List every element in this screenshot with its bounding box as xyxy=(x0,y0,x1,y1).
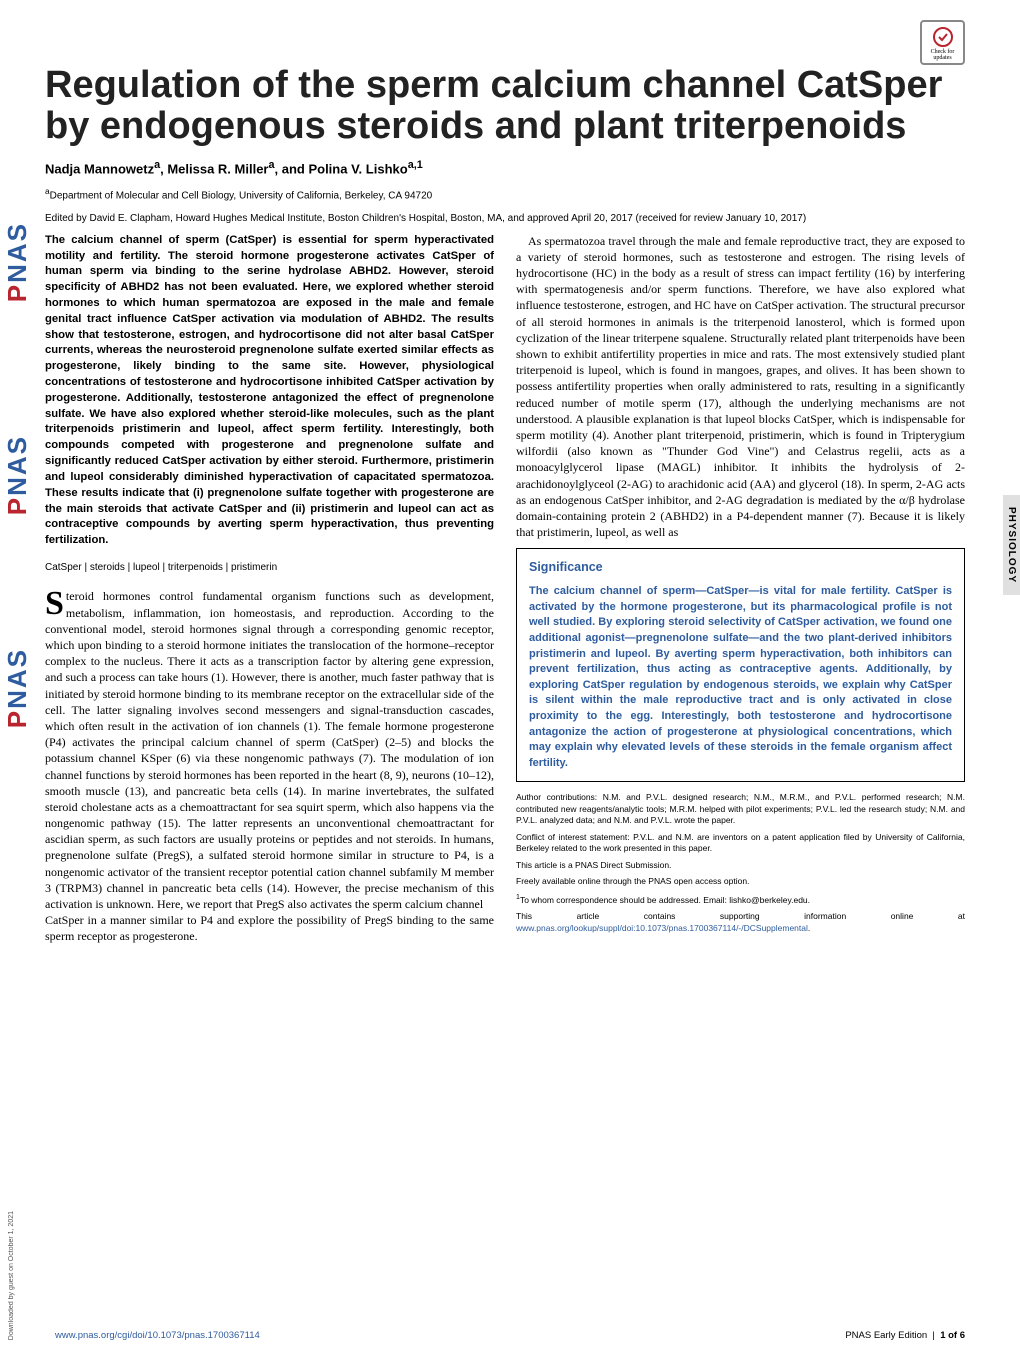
footnote-supporting: This article contains supporting informa… xyxy=(516,911,965,934)
page-footer: www.pnas.org/cgi/doi/10.1073/pnas.170036… xyxy=(55,1330,965,1341)
download-note: Downloaded by guest on October 1, 2021 xyxy=(8,1211,15,1340)
abstract-text: The calcium channel of sperm (CatSper) i… xyxy=(45,233,494,549)
affiliation: aDepartment of Molecular and Cell Biolog… xyxy=(45,186,965,201)
main-two-column: The calcium channel of sperm (CatSper) i… xyxy=(45,233,965,945)
editor-note: Edited by David E. Clapham, Howard Hughe… xyxy=(45,212,965,225)
significance-title: Significance xyxy=(529,559,952,576)
footnote-conflict: Conflict of interest statement: P.V.L. a… xyxy=(516,832,965,855)
footnotes-block: Author contributions: N.M. and P.V.L. de… xyxy=(516,792,965,934)
body-1-text: teroid hormones control fundamental orga… xyxy=(45,589,494,911)
footnote-direct-submission: This article is a PNAS Direct Submission… xyxy=(516,860,965,871)
footnote-author-contrib: Author contributions: N.M. and P.V.L. de… xyxy=(516,792,965,826)
supporting-link[interactable]: www.pnas.org/lookup/suppl/doi:10.1073/pn… xyxy=(516,923,808,933)
keywords-line: CatSper | steroids | lupeol | triterpeno… xyxy=(45,561,494,575)
body-paragraph-3: As spermatozoa travel through the male a… xyxy=(516,233,965,541)
footnote-open-access: Freely available online through the PNAS… xyxy=(516,876,965,887)
body-paragraph-2: CatSper in a manner similar to P4 and ex… xyxy=(45,912,494,944)
footer-page-info: PNAS Early Edition | 1 of 6 xyxy=(845,1330,965,1341)
footnote-correspondence: 1To whom correspondence should be addres… xyxy=(516,893,965,906)
author-list: Nadja Mannowetza, Melissa R. Millera, an… xyxy=(45,159,965,176)
significance-box: Significance The calcium channel of sper… xyxy=(516,548,965,782)
dropcap-letter: S xyxy=(45,588,66,619)
body-paragraph-1: Steroid hormones control fundamental org… xyxy=(45,588,494,912)
footer-doi[interactable]: www.pnas.org/cgi/doi/10.1073/pnas.170036… xyxy=(55,1330,260,1341)
significance-text: The calcium channel of sperm—CatSper—is … xyxy=(529,584,952,771)
article-title: Regulation of the sperm calcium channel … xyxy=(45,65,965,147)
